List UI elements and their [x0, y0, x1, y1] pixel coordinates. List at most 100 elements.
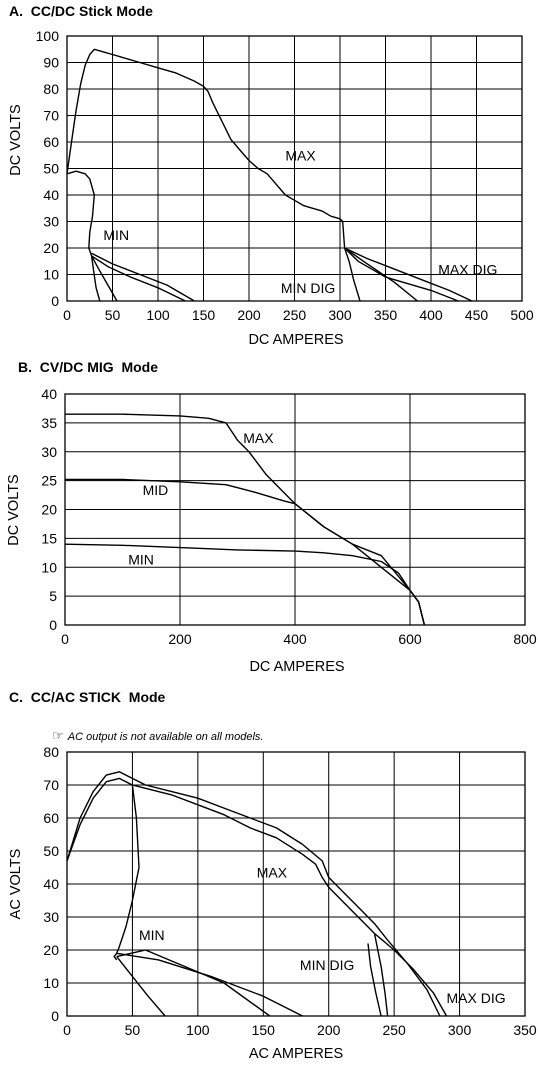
y-tick-label: 70	[43, 108, 59, 124]
y-tick-label: 80	[43, 744, 59, 760]
panel-c-note-text: AC output is not available on all models…	[67, 731, 264, 743]
series-line	[91, 255, 186, 302]
curve-label: MAX	[257, 864, 288, 880]
plot-frame	[66, 35, 523, 302]
panel-b-title: B. CV/DC MIG Mode	[18, 359, 158, 375]
series-line	[116, 949, 271, 1017]
x-tick-label: 500	[510, 307, 534, 323]
series-line	[373, 933, 389, 1017]
x-tick-label: 350	[513, 1022, 537, 1038]
x-axis-label: DC AMPERES	[248, 332, 343, 348]
curve-label: MIN	[139, 927, 165, 943]
panel-a-title: A. CC/DC Stick Mode	[9, 3, 153, 19]
y-tick-label: 100	[36, 28, 60, 44]
x-tick-label: 350	[374, 307, 398, 323]
y-tick-label: 40	[41, 386, 57, 402]
x-tick-label: 400	[283, 631, 307, 647]
series-line	[90, 255, 118, 302]
x-tick-label: 400	[419, 307, 443, 323]
panel-a-chart: 0 50 100 150 200 250 300 350 400 450 500 0 10 20 30 40 5…	[8, 28, 534, 348]
series-line	[343, 247, 361, 302]
x-tick-label: 0	[61, 631, 69, 647]
y-tick-label: 10	[43, 267, 59, 283]
x-tick-label: 450	[465, 307, 489, 323]
panel-c-title: C. CC/AC STICK Mode	[9, 689, 166, 705]
series-line	[64, 543, 426, 626]
y-tick-label: 0	[51, 293, 59, 309]
y-tick-label: 25	[41, 473, 57, 489]
x-tick-label: 50	[105, 307, 121, 323]
y-axis-label: DC VOLTS	[8, 104, 24, 175]
x-tick-label: 150	[192, 307, 216, 323]
curve-label: MAX DIG	[438, 262, 497, 278]
y-tick-label: 30	[41, 444, 57, 460]
y-tick-label: 60	[43, 810, 59, 826]
x-tick-label: 0	[63, 1022, 71, 1038]
series-line	[91, 252, 195, 302]
x-axis-label: AC AMPERES	[249, 1046, 343, 1062]
y-tick-label: 30	[43, 909, 59, 925]
panel-c-chart: 0 50 100 150 200 250 300 350 0 10 20 30 40 50 60 70 80 MA…	[8, 744, 537, 1062]
series-line	[344, 247, 418, 302]
series-line	[116, 952, 303, 1017]
curve-label: MIN	[128, 551, 154, 567]
y-axis-label: AC VOLTS	[8, 849, 24, 920]
series-line	[113, 784, 140, 961]
x-tick-label: 0	[63, 307, 71, 323]
series-line	[387, 939, 441, 1017]
y-tick-label: 0	[49, 617, 57, 633]
series-line	[344, 247, 459, 302]
curve-label: MAX	[285, 148, 316, 164]
panel-c-note: ☞ AC output is not available on all model…	[46, 716, 263, 744]
x-tick-label: 300	[448, 1022, 472, 1038]
y-tick-label: 70	[43, 777, 59, 793]
y-tick-label: 20	[43, 240, 59, 256]
y-tick-label: 0	[51, 1008, 59, 1024]
x-tick-label: 100	[186, 1022, 210, 1038]
x-tick-label: 150	[252, 1022, 276, 1038]
y-tick-label: 30	[43, 214, 59, 230]
x-tick-label: 600	[398, 631, 422, 647]
curve-label: MAX	[243, 430, 274, 446]
y-tick-label: 80	[43, 81, 59, 97]
y-tick-label: 60	[43, 134, 59, 150]
curve-label: MIN DIG	[281, 280, 335, 296]
x-tick-label: 200	[317, 1022, 341, 1038]
series-line	[90, 255, 101, 302]
x-tick-label: 100	[146, 307, 170, 323]
y-tick-label: 10	[41, 559, 57, 575]
curve-label: MIN	[103, 227, 129, 243]
curve-label: MIN DIG	[300, 957, 354, 973]
pointing-hand-icon: ☞	[52, 728, 64, 743]
y-tick-label: 15	[41, 530, 57, 546]
curve-label: MAX DIG	[446, 990, 505, 1006]
series-line	[65, 478, 426, 626]
series-line	[65, 413, 426, 626]
series-line	[374, 932, 448, 1017]
plot-frame	[66, 751, 526, 1017]
y-tick-label: 50	[43, 161, 59, 177]
y-tick-label: 20	[41, 502, 57, 518]
x-tick-label: 250	[283, 307, 307, 323]
series-line	[116, 956, 166, 1017]
x-axis-label: DC AMPERES	[249, 659, 344, 675]
y-tick-label: 35	[41, 415, 57, 431]
y-tick-label: 90	[43, 55, 59, 71]
y-tick-label: 10	[43, 975, 59, 991]
x-tick-label: 200	[237, 307, 261, 323]
series-line	[66, 48, 346, 249]
y-tick-label: 20	[43, 942, 59, 958]
y-tick-label: 40	[43, 876, 59, 892]
y-axis-label: DC VOLTS	[6, 474, 22, 545]
x-tick-label: 50	[125, 1022, 141, 1038]
series-line	[66, 771, 389, 941]
y-tick-label: 5	[49, 588, 57, 604]
series-line	[66, 170, 96, 257]
curve-label: MID	[143, 482, 169, 498]
y-tick-label: 40	[43, 187, 59, 203]
series-line	[344, 247, 473, 302]
x-tick-label: 800	[513, 631, 537, 647]
panel-b-chart: 0 200 400 600 800 0 5 10 15 20 25 30 35 40 MAX MID MIN DC…	[6, 386, 537, 675]
plot-frame	[64, 393, 526, 626]
y-tick-label: 50	[43, 843, 59, 859]
